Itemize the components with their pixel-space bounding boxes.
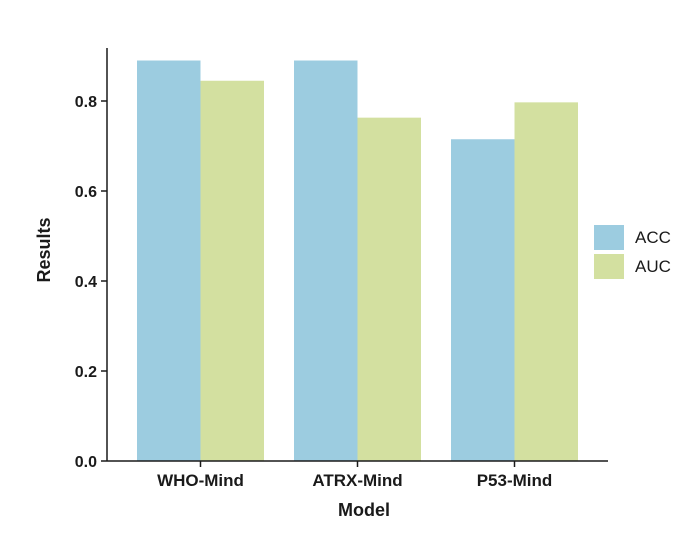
x-ticks-group: WHO-Mind ATRX-Mind P53-Mind bbox=[157, 461, 552, 490]
bar-auc-atrx-mind bbox=[357, 117, 421, 462]
legend-label-acc: ACC bbox=[635, 228, 671, 247]
y-tick-label: 0.2 bbox=[75, 364, 97, 381]
legend-swatch-auc bbox=[594, 254, 624, 279]
y-tick-label: 0.8 bbox=[75, 94, 97, 111]
y-tick-label: 0.6 bbox=[75, 184, 97, 201]
legend: ACC AUC bbox=[594, 225, 671, 279]
y-tick-label: 0.0 bbox=[75, 454, 97, 471]
y-axis-title: Results bbox=[34, 217, 54, 282]
bar-auc-who-mind bbox=[200, 80, 264, 461]
bar-auc-p53-mind bbox=[514, 102, 578, 461]
y-tick-label: 0.4 bbox=[75, 274, 97, 291]
x-tick-label: ATRX-Mind bbox=[312, 471, 402, 490]
x-tick-label: WHO-Mind bbox=[157, 471, 244, 490]
bars-group bbox=[137, 60, 578, 462]
bar-acc-atrx-mind bbox=[294, 60, 358, 461]
x-axis-title: Model bbox=[338, 500, 390, 520]
legend-swatch-acc bbox=[594, 225, 624, 250]
bar-acc-who-mind bbox=[137, 60, 201, 461]
bar-acc-p53-mind bbox=[451, 139, 515, 461]
x-tick-label: P53-Mind bbox=[477, 471, 553, 490]
y-ticks-group: 0.0 0.2 0.4 0.6 0.8 bbox=[75, 94, 107, 471]
legend-label-auc: AUC bbox=[635, 257, 671, 276]
